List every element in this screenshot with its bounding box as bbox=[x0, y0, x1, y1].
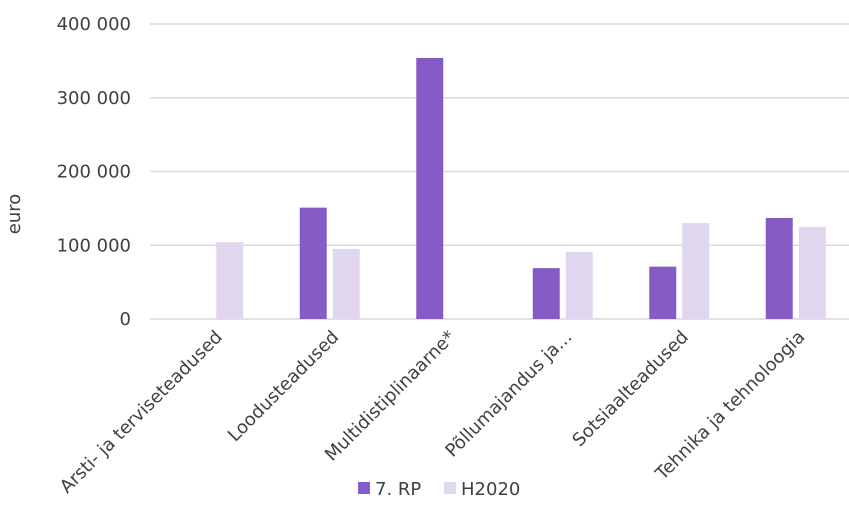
bar-h2020 bbox=[798, 226, 826, 319]
legend-label: H2020 bbox=[461, 479, 520, 500]
y-axis-label: euro bbox=[4, 194, 25, 235]
x-tick-label: Sotsiaalteadused bbox=[568, 327, 692, 451]
bar-7rp bbox=[299, 207, 327, 319]
y-axis-ticks: 0 100 000 200 000 300 000 400 000 bbox=[57, 14, 131, 330]
bar-h2020 bbox=[682, 223, 710, 319]
x-tick-label: Multidistiplinaarne* bbox=[321, 327, 460, 466]
legend: 7. RP H2020 bbox=[358, 479, 520, 500]
x-tick-label: Põllumajandus ja... bbox=[441, 327, 576, 462]
y-tick-label: 300 000 bbox=[57, 88, 131, 109]
y-tick-label: 0 bbox=[120, 309, 131, 330]
y-tick-label: 100 000 bbox=[57, 235, 131, 256]
x-axis-labels: Arsti- ja terviseteadusedLoodusteadusedM… bbox=[56, 327, 809, 498]
bars bbox=[216, 57, 826, 320]
bar-7rp bbox=[649, 266, 677, 319]
y-tick-label: 400 000 bbox=[57, 14, 131, 35]
x-tick-label: Loodusteadused bbox=[224, 327, 343, 446]
bar-7rp bbox=[532, 268, 560, 319]
legend-swatch bbox=[358, 482, 370, 494]
legend-label: 7. RP bbox=[375, 479, 421, 500]
bar-h2020 bbox=[332, 248, 360, 319]
legend-swatch bbox=[444, 482, 456, 494]
bar-h2020 bbox=[565, 251, 593, 319]
bar-7rp bbox=[416, 57, 444, 320]
x-tick-label: Arsti- ja terviseteadused bbox=[56, 327, 227, 498]
bar-h2020 bbox=[216, 242, 244, 319]
y-tick-label: 200 000 bbox=[57, 162, 131, 183]
gridlines bbox=[150, 23, 849, 320]
bar-7rp bbox=[765, 217, 793, 319]
